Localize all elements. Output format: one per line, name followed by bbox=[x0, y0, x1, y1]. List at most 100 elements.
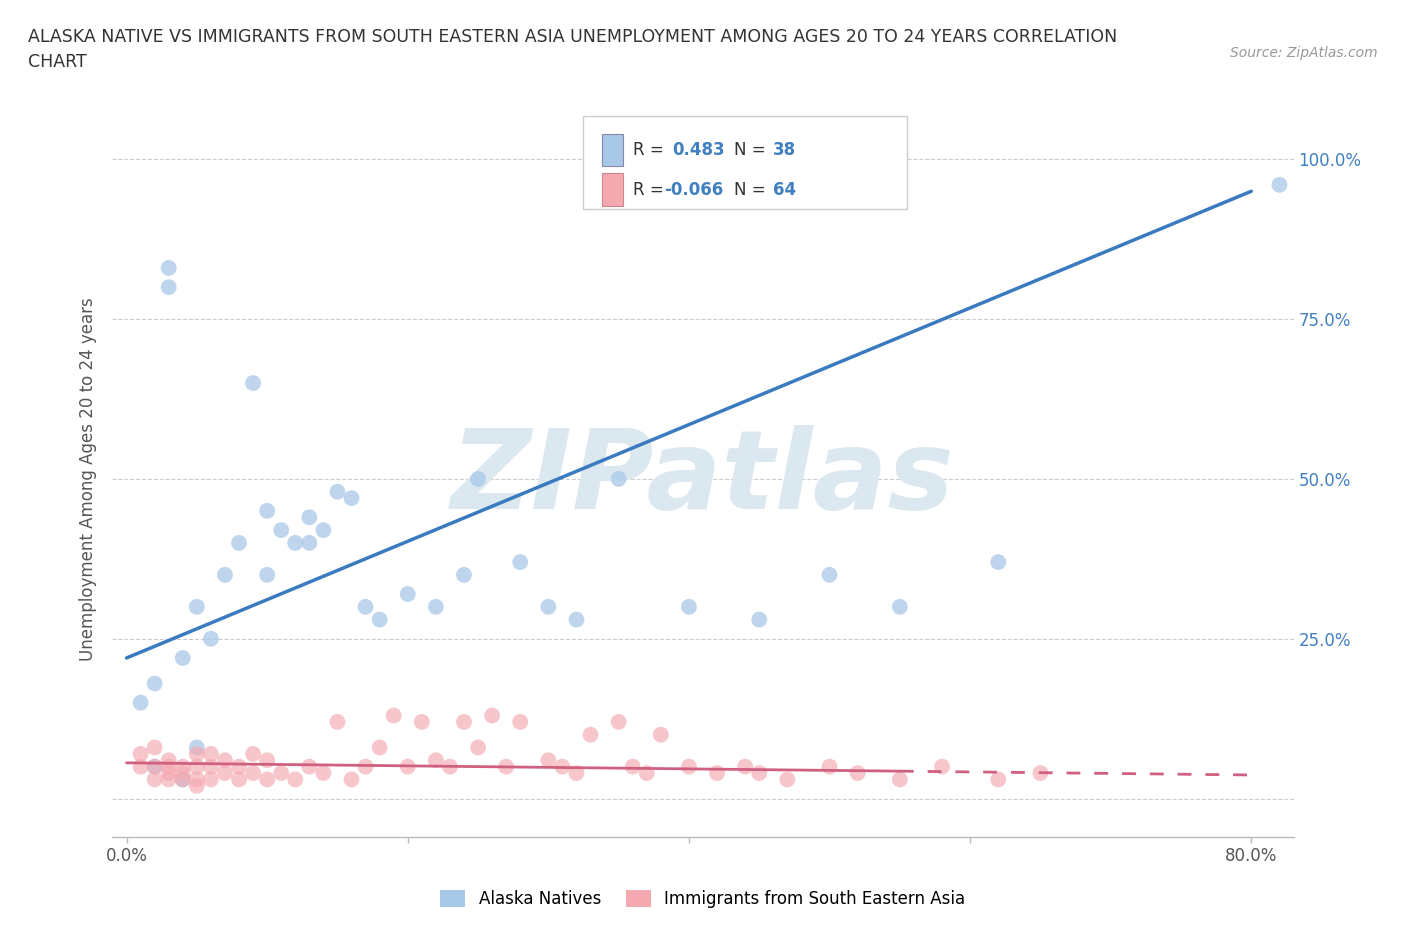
Point bbox=[607, 472, 630, 486]
Point bbox=[565, 765, 588, 780]
Point bbox=[256, 753, 278, 768]
Point bbox=[298, 759, 321, 774]
Y-axis label: Unemployment Among Ages 20 to 24 years: Unemployment Among Ages 20 to 24 years bbox=[79, 297, 97, 661]
Point bbox=[931, 759, 953, 774]
Point bbox=[186, 772, 208, 787]
Point bbox=[256, 503, 278, 518]
Point bbox=[157, 772, 180, 787]
Point bbox=[186, 600, 208, 615]
Point bbox=[748, 765, 770, 780]
Point bbox=[284, 536, 307, 551]
Point bbox=[678, 600, 700, 615]
Point bbox=[846, 765, 869, 780]
Text: Source: ZipAtlas.com: Source: ZipAtlas.com bbox=[1230, 46, 1378, 60]
Point bbox=[776, 772, 799, 787]
Point bbox=[186, 759, 208, 774]
Point bbox=[228, 772, 250, 787]
Point bbox=[129, 747, 152, 762]
Point bbox=[270, 765, 292, 780]
Point bbox=[157, 260, 180, 275]
Point bbox=[326, 485, 349, 499]
Point bbox=[214, 567, 236, 582]
Point bbox=[354, 759, 377, 774]
Point bbox=[411, 714, 433, 729]
Point bbox=[509, 554, 531, 569]
Point bbox=[748, 612, 770, 627]
Text: 64: 64 bbox=[773, 180, 796, 198]
Point bbox=[129, 759, 152, 774]
Point bbox=[495, 759, 517, 774]
Text: 0.483: 0.483 bbox=[672, 141, 724, 159]
Point bbox=[242, 747, 264, 762]
Point bbox=[143, 772, 166, 787]
Point bbox=[214, 765, 236, 780]
Point bbox=[636, 765, 658, 780]
Point bbox=[242, 765, 264, 780]
Point bbox=[312, 765, 335, 780]
Point bbox=[734, 759, 756, 774]
Text: ZIPatlas: ZIPatlas bbox=[451, 425, 955, 533]
Point bbox=[987, 772, 1010, 787]
Point bbox=[439, 759, 461, 774]
Point bbox=[818, 759, 841, 774]
Point bbox=[396, 759, 419, 774]
Point bbox=[706, 765, 728, 780]
Point bbox=[312, 523, 335, 538]
Point bbox=[157, 759, 180, 774]
Point bbox=[453, 567, 475, 582]
Point bbox=[607, 714, 630, 729]
Point bbox=[354, 600, 377, 615]
Text: R =: R = bbox=[633, 141, 669, 159]
Point bbox=[270, 523, 292, 538]
Point bbox=[228, 759, 250, 774]
Point bbox=[1029, 765, 1052, 780]
Text: N =: N = bbox=[734, 180, 770, 198]
Point bbox=[157, 280, 180, 295]
Point bbox=[987, 554, 1010, 569]
Point bbox=[368, 740, 391, 755]
Point bbox=[200, 772, 222, 787]
Point bbox=[565, 612, 588, 627]
Point bbox=[298, 536, 321, 551]
Point bbox=[650, 727, 672, 742]
Point bbox=[143, 676, 166, 691]
Point bbox=[200, 759, 222, 774]
Point bbox=[481, 708, 503, 723]
Point bbox=[889, 772, 911, 787]
Point bbox=[453, 714, 475, 729]
Point bbox=[172, 651, 194, 666]
Point bbox=[509, 714, 531, 729]
Point bbox=[467, 740, 489, 755]
Point bbox=[425, 600, 447, 615]
Point bbox=[172, 772, 194, 787]
Point bbox=[298, 510, 321, 525]
Point bbox=[172, 765, 194, 780]
Point bbox=[157, 753, 180, 768]
Point bbox=[284, 772, 307, 787]
Point bbox=[889, 600, 911, 615]
Point bbox=[186, 740, 208, 755]
Point bbox=[340, 491, 363, 506]
Point bbox=[172, 772, 194, 787]
Point bbox=[621, 759, 644, 774]
Legend: Alaska Natives, Immigrants from South Eastern Asia: Alaska Natives, Immigrants from South Ea… bbox=[433, 884, 973, 914]
Point bbox=[678, 759, 700, 774]
Point bbox=[551, 759, 574, 774]
Point bbox=[172, 759, 194, 774]
Point bbox=[537, 753, 560, 768]
Point bbox=[186, 778, 208, 793]
Point bbox=[396, 587, 419, 602]
Point bbox=[537, 600, 560, 615]
Point bbox=[214, 753, 236, 768]
Point bbox=[242, 376, 264, 391]
Text: R =: R = bbox=[633, 180, 669, 198]
Point bbox=[340, 772, 363, 787]
Point bbox=[326, 714, 349, 729]
Point bbox=[256, 567, 278, 582]
Point bbox=[157, 765, 180, 780]
Point bbox=[425, 753, 447, 768]
Point bbox=[382, 708, 405, 723]
Point bbox=[579, 727, 602, 742]
Point bbox=[143, 759, 166, 774]
Text: N =: N = bbox=[734, 141, 770, 159]
